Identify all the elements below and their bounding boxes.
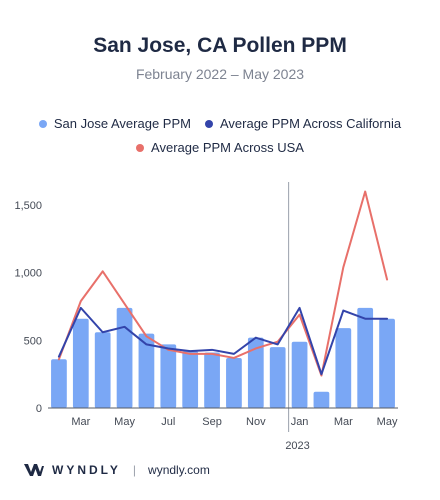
bar-8 [226, 357, 242, 408]
bar-12 [313, 391, 330, 408]
x-tick-label: Jul [161, 416, 175, 428]
y-tick-label: 0 [36, 403, 42, 415]
x-tick-label: Sep [202, 416, 222, 428]
bar-6 [182, 351, 199, 408]
bar-14 [357, 307, 374, 408]
bar-13 [335, 328, 352, 408]
bar-0 [51, 359, 67, 408]
y-tick-label: 500 [24, 335, 42, 347]
wyndly-logo-icon [24, 464, 44, 476]
legend-row-2: Average PPM Across USA [0, 140, 440, 155]
legend-swatch-california [204, 119, 213, 128]
y-tick-label: 1,500 [14, 200, 42, 212]
x-tick-label: May [114, 416, 135, 428]
bar-15 [379, 318, 395, 408]
x-tick-label: Jan [291, 416, 309, 428]
chart-subtitle: February 2022 – May 2023 [135, 66, 305, 82]
bar-10 [269, 347, 286, 408]
legend-item-california: Average PPM Across California [204, 116, 402, 131]
bar-2 [94, 332, 111, 408]
california-line [57, 306, 389, 376]
bar-1 [72, 318, 89, 408]
footer-brand: WYNDLY [52, 463, 121, 477]
x-tick-label: May [377, 416, 398, 428]
legend-label-california: Average PPM Across California [219, 116, 402, 131]
x-tick-label: Mar [71, 416, 90, 428]
y-tick-label: 1,000 [14, 268, 42, 280]
x-tick-label: Mar [334, 416, 353, 428]
bar-5 [160, 344, 177, 408]
bar-3 [116, 307, 133, 408]
x-tick-label: Nov [246, 416, 266, 428]
legend-row-1: San Jose Average PPM Average PPM Across … [0, 116, 440, 131]
bar-11 [291, 341, 308, 408]
legend-item-san-jose: San Jose Average PPM [38, 116, 191, 131]
legend-swatch-san-jose [38, 119, 47, 128]
usa-line [57, 190, 389, 377]
bar-7 [204, 352, 220, 408]
year-label: 2023 [285, 440, 309, 452]
bar-4 [138, 333, 155, 408]
chart-title: San Jose, CA Pollen PPM [93, 34, 347, 57]
legend-label-san-jose: San Jose Average PPM [53, 116, 191, 131]
footer-separator: | [132, 463, 137, 477]
legend-swatch-usa [136, 143, 145, 152]
footer-site-link[interactable]: wyndly.com [148, 463, 210, 477]
bar-9 [247, 337, 264, 408]
legend-item-usa: Average PPM Across USA [136, 140, 304, 155]
legend-label-usa: Average PPM Across USA [151, 140, 304, 155]
footer: WYNDLY | wyndly.com [24, 462, 210, 478]
